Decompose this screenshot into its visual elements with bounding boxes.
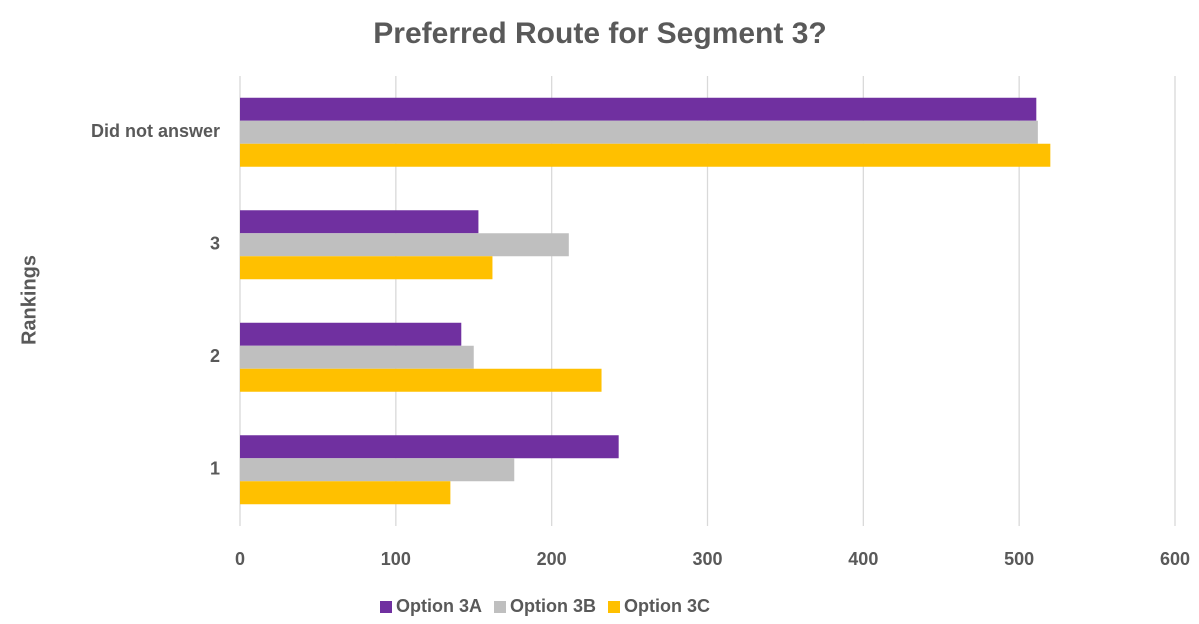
x-tick-label: 0 xyxy=(235,549,245,569)
chart-title: Preferred Route for Segment 3? xyxy=(373,17,826,50)
bar xyxy=(240,368,602,392)
bar xyxy=(240,322,462,346)
bar xyxy=(240,143,1051,167)
bar xyxy=(240,210,479,234)
x-tick-label: 200 xyxy=(537,549,567,569)
legend-swatch xyxy=(380,601,392,613)
legend-swatch xyxy=(494,601,506,613)
bar xyxy=(240,345,474,369)
bar xyxy=(240,256,493,280)
x-tick-label: 500 xyxy=(1004,549,1034,569)
x-tick-label: 300 xyxy=(692,549,722,569)
x-tick-label: 100 xyxy=(381,549,411,569)
legend-label: Option 3B xyxy=(510,596,596,616)
y-tick-label: 2 xyxy=(210,346,220,366)
bar xyxy=(240,481,451,505)
legend-label: Option 3A xyxy=(396,596,482,616)
bar xyxy=(240,458,515,482)
y-tick-label: Did not answer xyxy=(91,121,220,141)
y-tick-label: 3 xyxy=(210,234,220,254)
y-tick-label: 1 xyxy=(210,459,220,479)
x-tick-label: 600 xyxy=(1160,549,1190,569)
legend-swatch xyxy=(608,601,620,613)
bar xyxy=(240,233,569,257)
legend-label: Option 3C xyxy=(624,596,710,616)
bar xyxy=(240,435,619,459)
y-axis-title: Rankings xyxy=(18,255,40,345)
bar xyxy=(240,120,1038,144)
bar xyxy=(240,97,1037,121)
x-tick-label: 400 xyxy=(848,549,878,569)
